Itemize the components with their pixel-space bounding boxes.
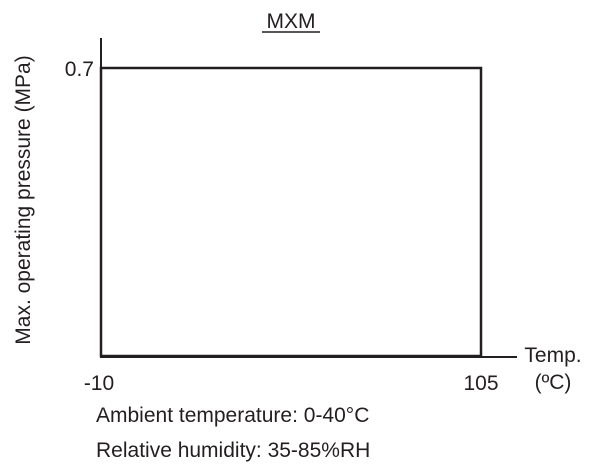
y-tick-label: 0.7 <box>65 58 94 81</box>
chart-title: MXM <box>267 10 316 33</box>
y-axis-label: Max. operating pressure (MPa) <box>12 55 35 344</box>
operating-range-chart: MXM Max. operating pressure (MPa) 0.7 -1… <box>0 0 600 400</box>
operating-region <box>101 68 481 356</box>
x-axis-unit-label: (ºC) <box>535 371 572 394</box>
x-axis-label: Temp. <box>524 344 581 367</box>
x-tick-label: 105 <box>463 372 498 395</box>
condition-notes: Ambient temperature: 0-40°C Relative hum… <box>96 398 370 468</box>
x-tick-label: -10 <box>84 372 114 395</box>
ambient-temperature-note: Ambient temperature: 0-40°C <box>96 398 370 433</box>
relative-humidity-note: Relative humidity: 35-85%RH <box>96 433 370 468</box>
